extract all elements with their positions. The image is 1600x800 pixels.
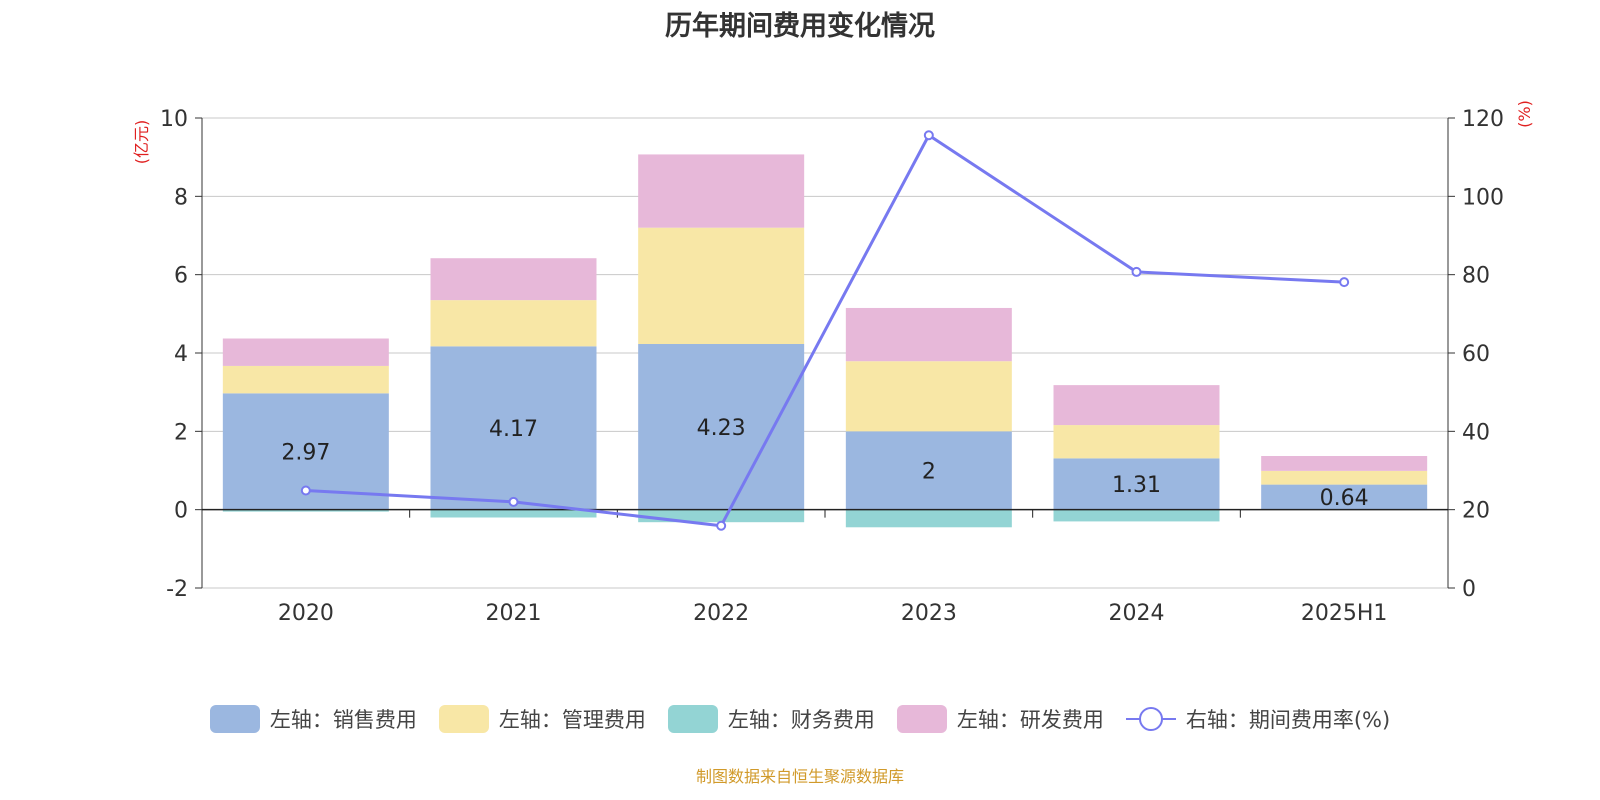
left-axis-tick-label: 2 [174, 420, 188, 445]
data-source-note: 制图数据来自恒生聚源数据库 [695, 767, 904, 786]
legend-swatch-sales [209, 705, 260, 733]
rate-point [1131, 266, 1142, 277]
bar-sales [638, 343, 805, 510]
bar-finance [430, 509, 597, 518]
chart-legend: 左轴：销售费用 左轴：管理费用 左轴：财务费用 左轴：研发费用 右轴：期间费用率… [0, 704, 1600, 734]
bar-admin [845, 361, 1012, 432]
legend-swatch-admin [438, 705, 489, 733]
rate-point [508, 496, 519, 507]
bar-admin [638, 227, 805, 344]
legend-item-rd[interactable]: 左轴：研发费用 [896, 704, 1104, 734]
legend-item-sales[interactable]: 左轴：销售费用 [209, 704, 417, 734]
bar-rd [222, 338, 389, 366]
bar-data-label: 4.23 [697, 416, 746, 441]
left-axis-tick-label: 0 [174, 499, 188, 524]
x-axis-tick-label: 2024 [1109, 601, 1165, 626]
right-axis-tick-label: 80 [1462, 264, 1490, 289]
bar-finance [845, 509, 1012, 528]
bar-sales [1053, 458, 1220, 510]
bar-sales [1261, 484, 1428, 510]
legend-item-finance[interactable]: 左轴：财务费用 [667, 704, 875, 734]
right-axis-tick-label: 120 [1462, 107, 1504, 132]
x-axis-tick-label: 2021 [486, 601, 542, 626]
bar-admin [430, 300, 597, 347]
chart-title: 历年期间费用变化情况 [665, 11, 935, 42]
legend-label-admin: 左轴：管理费用 [498, 708, 646, 732]
legend-label-rd: 左轴：研发费用 [956, 708, 1104, 732]
right-axis-tick-label: 20 [1462, 499, 1490, 524]
legend-item-admin[interactable]: 左轴：管理费用 [438, 704, 646, 734]
x-axis-tick-label: 2022 [693, 601, 749, 626]
left-axis-tick-label: 10 [160, 107, 188, 132]
bar-admin [1053, 425, 1220, 459]
chart-canvas: -20246810020406080100120(亿元)(%)2.9720204… [132, 100, 1534, 626]
legend-label-rate: 右轴：期间费用率(%) [1185, 708, 1391, 732]
left-axis-tick-label: 6 [174, 264, 188, 289]
bar-rd [638, 154, 805, 228]
x-axis-tick-label: 2023 [901, 601, 957, 626]
right-axis-unit-label: (%) [1515, 100, 1534, 128]
legend-swatch-rate [1125, 705, 1176, 733]
bar-admin [1261, 470, 1428, 485]
bar-data-label: 2.97 [281, 441, 330, 466]
legend-label-finance: 左轴：财务费用 [727, 708, 875, 732]
bar-rd [1261, 456, 1428, 471]
legend-swatch-rd [896, 705, 947, 733]
rate-point [716, 520, 727, 531]
bar-finance [222, 509, 389, 512]
right-axis-tick-label: 100 [1462, 185, 1504, 210]
left-axis-unit-label: (亿元) [132, 120, 151, 165]
bar-data-label: 1.31 [1112, 473, 1161, 498]
rate-line [305, 133, 1345, 528]
bar-data-label: 4.17 [489, 417, 538, 442]
bar-rd [1053, 385, 1220, 426]
bar-data-label: 2 [922, 460, 936, 485]
bar-rd [845, 307, 1012, 362]
rate-point [923, 130, 934, 141]
bar-data-label: 0.64 [1320, 486, 1369, 511]
right-axis-tick-label: 40 [1462, 420, 1490, 445]
bar-finance [638, 509, 805, 523]
bar-finance [1053, 509, 1220, 522]
x-axis-tick-label: 2020 [278, 601, 334, 626]
bar-sales [430, 346, 597, 510]
right-axis-tick-label: 0 [1462, 577, 1476, 602]
x-axis-tick-label: 2025H1 [1301, 601, 1388, 626]
rate-point [300, 485, 311, 496]
legend-item-rate[interactable]: 右轴：期间费用率(%) [1125, 704, 1391, 734]
rate-point [1339, 277, 1350, 288]
bar-admin [222, 365, 389, 394]
legend-swatch-finance [667, 705, 718, 733]
left-axis-tick-label: 8 [174, 185, 188, 210]
right-axis-tick-label: 60 [1462, 342, 1490, 367]
left-axis-tick-label: 4 [174, 342, 188, 367]
left-axis-tick-label: -2 [166, 577, 188, 602]
bar-rd [430, 258, 597, 301]
bar-sales [845, 431, 1012, 510]
legend-label-sales: 左轴：销售费用 [269, 708, 417, 732]
